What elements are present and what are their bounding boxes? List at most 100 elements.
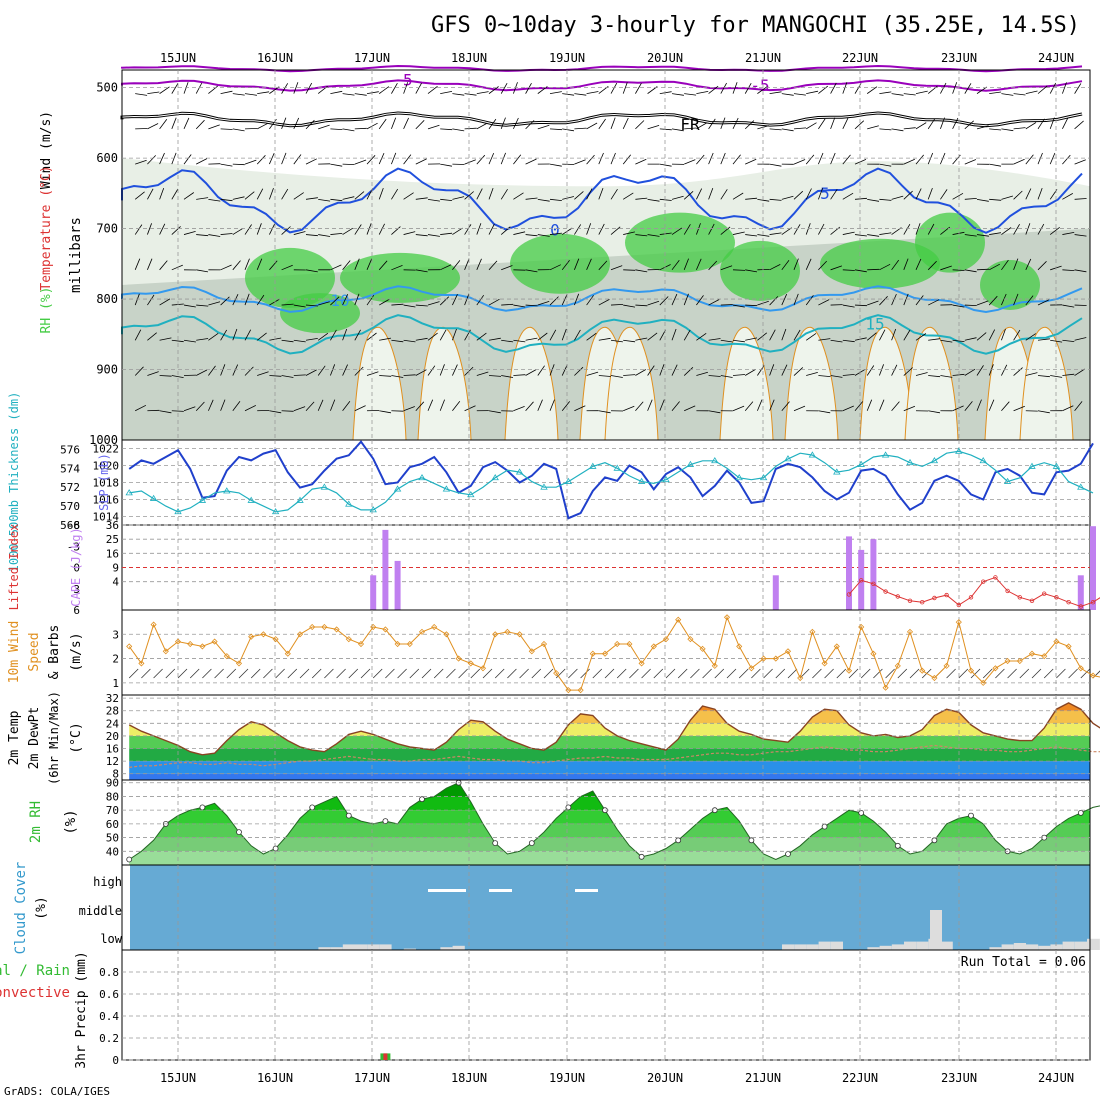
wind10-point	[699, 645, 706, 652]
wind-barb	[964, 234, 977, 237]
cape-bar	[870, 539, 877, 610]
wind-barb	[403, 231, 416, 235]
wind-barb	[976, 125, 989, 130]
wind-barb	[269, 260, 278, 271]
wind-barb	[244, 93, 257, 96]
wind10-barb	[580, 668, 590, 679]
wind10-barb	[263, 668, 273, 679]
wind-barb	[635, 269, 648, 273]
wind-barb	[342, 227, 354, 235]
wind-barb	[537, 332, 548, 341]
wind-barb	[513, 304, 526, 308]
wind-barb	[647, 234, 660, 237]
li-tick: 0	[73, 562, 80, 575]
wind-barb	[354, 93, 367, 96]
li-point	[981, 579, 986, 584]
cloud-low-bar	[452, 945, 465, 950]
wind-barb	[464, 159, 476, 165]
bottom-date-label: 19JUN	[549, 1071, 585, 1085]
wind-barb	[574, 329, 581, 341]
wind-barb	[232, 260, 241, 271]
wind10-barb	[250, 668, 261, 679]
wind-barb	[257, 122, 269, 130]
temp-tick: 20	[106, 730, 119, 743]
wind-barb	[342, 260, 351, 271]
wind-barb	[586, 188, 593, 200]
wind10-point	[333, 626, 340, 633]
thickness-point	[784, 455, 792, 462]
contour-label: -5	[393, 71, 412, 90]
temp-band	[129, 773, 1090, 780]
wind-barb	[415, 82, 422, 94]
cloud-low-bar	[1038, 945, 1051, 950]
cape-ylabel: CAPE (J/kg)	[69, 527, 83, 606]
wind-barb	[342, 401, 351, 412]
cloud-low-bar	[367, 944, 380, 950]
wind10-point	[504, 628, 511, 635]
rh-point	[272, 845, 279, 852]
wind-barb	[903, 223, 911, 235]
wind-barb	[549, 198, 562, 201]
wind10-point	[723, 614, 731, 621]
cloud-low-bar	[1026, 944, 1039, 950]
wind-barb	[476, 154, 486, 165]
wind-barb	[525, 83, 532, 94]
wind-barb	[927, 260, 937, 271]
wind-barb	[525, 120, 535, 130]
wind-barb	[830, 82, 837, 94]
wind-barb	[708, 85, 719, 94]
wind-barb	[1013, 127, 1026, 130]
wind-barb	[378, 86, 390, 94]
cape-tick: 16	[106, 547, 119, 560]
wind-barb	[330, 399, 336, 411]
wind-barb	[952, 304, 965, 308]
wind-barb	[171, 226, 181, 235]
wind-barb	[574, 293, 580, 306]
wind-barb	[549, 264, 561, 271]
wind-barb	[1013, 258, 1019, 270]
top-date-label: 23JUN	[941, 51, 977, 65]
wind-barb	[440, 264, 452, 271]
wind10-point	[784, 648, 792, 655]
wind-barb	[903, 158, 915, 165]
wind-barb	[513, 117, 519, 130]
li-ylabel: Lifted Index	[7, 524, 21, 611]
li-point	[993, 575, 998, 580]
thickness-point	[613, 464, 621, 471]
wind10-point	[357, 640, 365, 648]
wind-barb	[622, 154, 632, 165]
top-date-label: 22JUN	[842, 51, 878, 65]
wind10-point	[919, 667, 926, 674]
rh-point	[675, 837, 682, 844]
wind-barb	[647, 332, 658, 341]
rh-point	[382, 818, 389, 824]
wind-barb	[549, 91, 562, 95]
wind-barb	[793, 93, 806, 96]
wind-barb	[537, 124, 550, 130]
wind10-barb	[995, 668, 1005, 679]
wind10-barb	[202, 668, 212, 679]
wind-barb	[1037, 338, 1050, 341]
thickness-point	[125, 489, 133, 496]
contour-label: 0	[550, 221, 560, 240]
thickness-tick: 568	[60, 519, 80, 532]
rh-point	[309, 804, 316, 811]
wind-barb	[854, 197, 868, 200]
wind-barb	[476, 294, 485, 306]
cloud-ylabel: Cloud Cover	[13, 862, 29, 955]
wind-barb	[293, 406, 306, 412]
precip-tick: 0.6	[99, 988, 119, 1001]
wind-barb	[561, 328, 567, 341]
wind-barb	[598, 260, 608, 271]
wind-barb	[976, 399, 982, 411]
wind-barb	[891, 293, 897, 306]
wind-barb	[440, 232, 453, 235]
rh-tick: 40	[106, 845, 119, 858]
wind-barb	[281, 152, 287, 165]
wind-barb	[671, 401, 680, 412]
rh-band	[129, 851, 1090, 865]
wind-barb	[305, 234, 318, 237]
wind-barb	[537, 301, 550, 306]
wind-barb	[586, 332, 597, 341]
wind-barb	[476, 122, 488, 130]
